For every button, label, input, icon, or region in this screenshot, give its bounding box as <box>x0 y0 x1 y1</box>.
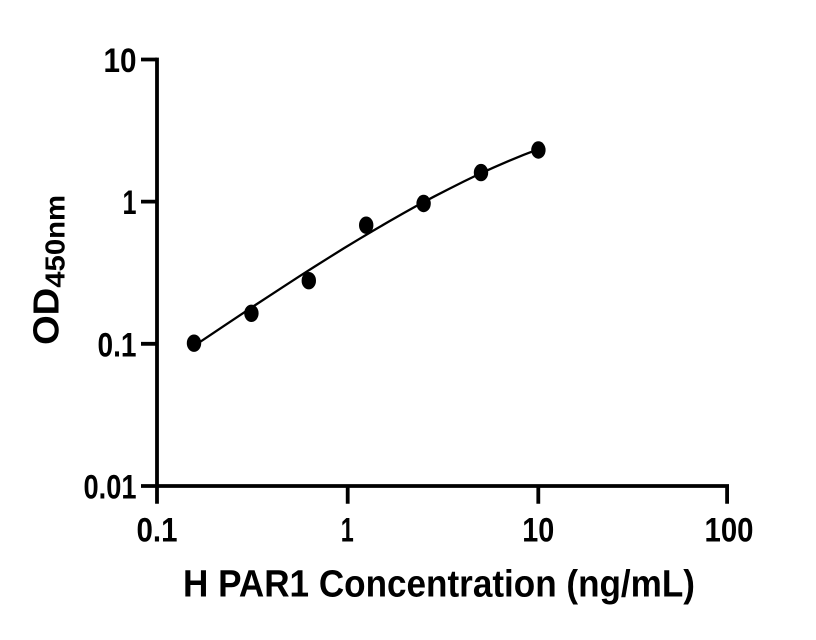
svg-text:H PAR1 Concentration (ng/mL): H PAR1 Concentration (ng/mL) <box>183 564 695 606</box>
svg-text:0.1: 0.1 <box>98 326 137 364</box>
svg-text:10: 10 <box>104 42 137 80</box>
svg-text:10: 10 <box>522 512 554 550</box>
svg-text:0.1: 0.1 <box>137 512 178 550</box>
svg-text:100: 100 <box>705 512 754 550</box>
svg-text:1: 1 <box>341 512 354 550</box>
svg-text:1: 1 <box>123 184 137 222</box>
svg-text:0.01: 0.01 <box>84 469 137 507</box>
